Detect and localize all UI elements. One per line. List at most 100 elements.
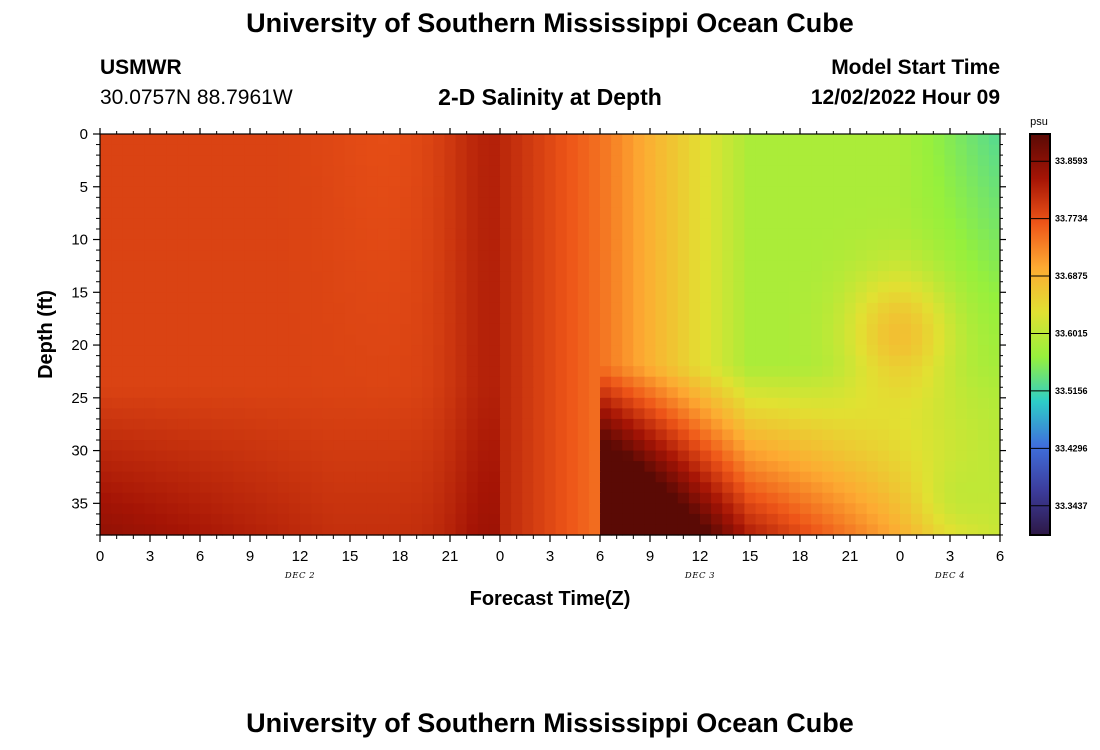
heatmap-cell [188, 471, 201, 483]
heatmap-cell [133, 429, 146, 441]
heatmap-cell [588, 334, 601, 346]
heatmap-cell [555, 471, 568, 483]
heatmap-cell [522, 197, 534, 209]
heatmap-cell [377, 418, 390, 431]
heatmap-cell [533, 292, 546, 304]
heatmap-cell [688, 471, 701, 483]
heatmap-cell [477, 271, 490, 283]
heatmap-cell [800, 239, 812, 251]
heatmap-cell [711, 292, 723, 304]
heatmap-cell [655, 302, 668, 314]
heatmap-cell [322, 345, 334, 357]
heatmap-cell [944, 239, 957, 251]
heatmap-cell [344, 440, 357, 452]
heatmap-cell [844, 440, 857, 452]
heatmap-cell [588, 207, 601, 220]
heatmap-cell [100, 345, 112, 357]
heatmap-cell [377, 482, 390, 494]
heatmap-cell [955, 387, 968, 399]
heatmap-cell [933, 408, 946, 420]
heatmap-cell [811, 418, 823, 431]
heatmap-cell [566, 513, 579, 526]
heatmap-cell [166, 440, 179, 452]
heatmap-cell [111, 461, 123, 473]
heatmap-cell [111, 239, 123, 251]
heatmap-cell [166, 513, 179, 526]
heatmap-cell [311, 228, 323, 241]
heatmap-cell [855, 440, 868, 452]
heatmap-cell [533, 302, 546, 314]
heatmap-cell [444, 165, 457, 177]
heatmap-cell [544, 207, 557, 220]
heatmap-cell [466, 250, 479, 262]
heatmap-cell [977, 397, 990, 409]
heatmap-cell [511, 176, 523, 188]
heatmap-cell [711, 239, 723, 251]
heatmap-cell [511, 302, 523, 314]
heatmap-cell [933, 440, 946, 452]
heatmap-cell [411, 408, 423, 420]
heatmap-cell [677, 271, 690, 283]
heatmap-cell [366, 450, 379, 462]
heatmap-cell [344, 355, 357, 367]
heatmap-cell [577, 387, 590, 399]
heatmap-cell [222, 397, 234, 409]
heatmap-cell [522, 334, 534, 346]
heatmap-cell [988, 144, 1001, 156]
heatmap-cell [644, 323, 657, 336]
heatmap-cell [233, 376, 246, 388]
heatmap-cell [233, 345, 246, 357]
heatmap-cell [544, 165, 557, 177]
heatmap-cell [688, 207, 701, 220]
heatmap-cell [633, 482, 646, 494]
heatmap-cell [144, 492, 157, 504]
heatmap-cell [255, 387, 268, 399]
heatmap-cell [211, 408, 223, 420]
heatmap-cell [922, 503, 934, 515]
heatmap-cell [522, 134, 534, 146]
heatmap-cell [633, 144, 646, 156]
heatmap-cell [622, 345, 634, 357]
heatmap-cell [277, 482, 290, 494]
heatmap-cell [988, 376, 1001, 388]
heatmap-cell [400, 524, 412, 536]
heatmap-cell [233, 207, 246, 220]
heatmap-cell [600, 165, 612, 177]
heatmap-cell [833, 281, 846, 293]
heatmap-cell [788, 334, 801, 346]
heatmap-cell [122, 134, 134, 146]
heatmap-cell [488, 345, 501, 357]
heatmap-cell [588, 440, 601, 452]
heatmap-cell [277, 334, 290, 346]
heatmap-cell [255, 134, 268, 146]
heatmap-cell [800, 144, 812, 156]
heatmap-cell [111, 250, 123, 262]
heatmap-cell [677, 281, 690, 293]
heatmap-cell [855, 418, 868, 431]
heatmap-cell [466, 228, 479, 241]
heatmap-cell [688, 345, 701, 357]
heatmap-cell [700, 418, 712, 431]
heatmap-cell [700, 355, 712, 367]
heatmap-cell [355, 355, 368, 367]
heatmap-cell [522, 366, 534, 378]
heatmap-cell [388, 482, 401, 494]
heatmap-cell [777, 492, 790, 504]
heatmap-cell [500, 271, 512, 283]
heatmap-cell [855, 186, 868, 198]
heatmap-cell [911, 260, 923, 272]
heatmap-cell [400, 440, 412, 452]
heatmap-cell [522, 440, 534, 452]
heatmap-cell [500, 366, 512, 378]
heatmap-cell [711, 355, 723, 367]
heatmap-cell [988, 271, 1001, 283]
heatmap-cell [155, 513, 168, 526]
heatmap-cell [811, 134, 823, 146]
heatmap-cell [244, 292, 257, 304]
heatmap-cell [677, 155, 690, 167]
heatmap-cell [777, 323, 790, 336]
heatmap-cell [744, 228, 757, 241]
heatmap-cell [566, 355, 579, 367]
heatmap-cell [922, 366, 934, 378]
heatmap-cell [966, 387, 979, 399]
